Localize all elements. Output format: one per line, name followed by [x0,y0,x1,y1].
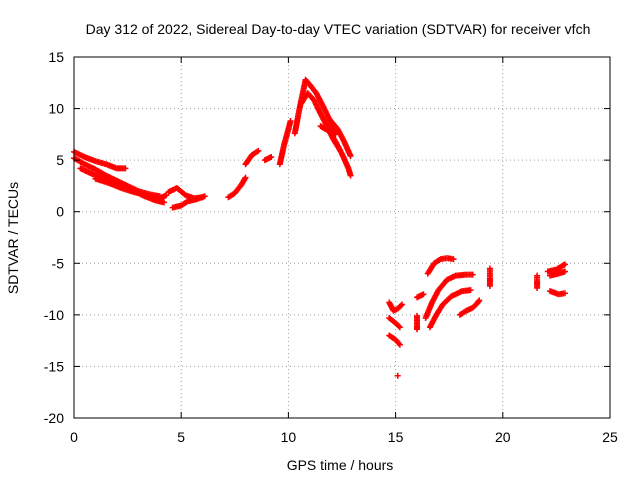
data-point [486,282,493,289]
data-point [347,172,354,179]
data-point [163,192,170,199]
data-point [347,153,354,160]
y-axis-label: SDTVAR / TECUs [5,182,21,294]
y-tick-label: 15 [48,49,64,65]
y-tick-label: -20 [44,410,64,426]
data-point [201,193,208,200]
data-point [476,297,483,304]
plot-frame [73,56,611,419]
y-tick-label: -15 [44,358,64,374]
data-point [420,291,427,298]
grid-lines [74,57,610,418]
data-point [255,147,262,154]
data-point [469,271,476,278]
x-tick-label: 15 [388,429,404,445]
data-point [268,154,275,161]
x-tick-label: 10 [281,429,297,445]
x-tick-label: 5 [177,429,185,445]
data-point [396,341,403,348]
data-point [534,285,541,292]
data-point [122,165,129,172]
data-point [161,199,168,206]
data-point [287,117,294,124]
data-point [414,326,421,333]
data-point [396,324,403,331]
data-points [71,76,568,379]
data-point [397,302,404,309]
x-tick-label: 0 [70,429,78,445]
data-point [399,301,406,308]
chart-title: Day 312 of 2022, Sidereal Day-to-day VTE… [86,21,591,37]
data-point [450,256,457,263]
y-tick-label: 0 [56,204,64,220]
x-tick-label: 20 [495,429,511,445]
y-tick-label: 5 [56,152,64,168]
data-point [561,290,568,297]
axis-ticks: 0 5 10 15 20 25 -20 -15 -10 -5 0 5 10 15 [44,49,618,445]
data-point [395,323,402,330]
y-tick-label: 10 [48,101,64,117]
y-tick-label: -5 [52,255,65,271]
y-tick-label: -10 [44,307,64,323]
data-point [561,261,568,268]
x-axis-label: GPS time / hours [287,457,394,473]
data-point [242,174,249,181]
data-point [394,372,401,379]
data-point [561,268,568,275]
x-tick-label: 25 [602,429,618,445]
data-point [467,287,474,294]
